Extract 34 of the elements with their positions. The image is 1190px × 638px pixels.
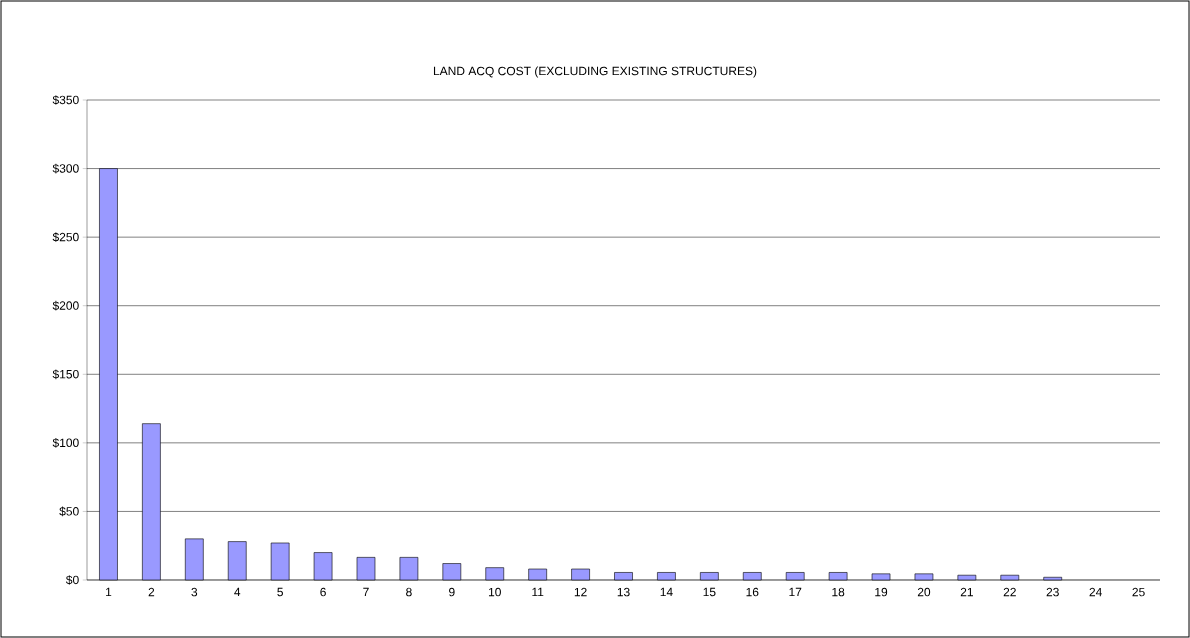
- x-tick-label: 13: [617, 587, 630, 597]
- y-tick-label: $50: [59, 506, 79, 517]
- x-tick-label: 22: [1003, 587, 1016, 597]
- x-tick-label: 5: [277, 587, 283, 597]
- y-tick-label: $200: [52, 300, 79, 311]
- x-tick-label: 8: [406, 587, 412, 597]
- x-tick-label: 24: [1089, 587, 1102, 597]
- x-tick-label: 3: [191, 587, 198, 597]
- y-tick-label: $150: [52, 369, 79, 380]
- x-tick-label: 21: [960, 587, 973, 597]
- x-tick-label: 10: [488, 587, 501, 597]
- y-tick-label: $0: [65, 575, 79, 585]
- x-tick-label: 16: [746, 587, 759, 597]
- x-tick-label: 1: [106, 587, 112, 597]
- y-tick-label: $250: [52, 232, 79, 242]
- x-tick-label: 7: [363, 587, 369, 597]
- x-tick-label: 15: [703, 587, 716, 597]
- x-tick-label: 17: [789, 587, 802, 597]
- x-tick-label: 6: [320, 587, 326, 597]
- x-tick-label: 25: [1132, 587, 1145, 597]
- x-tick-label: 4: [234, 587, 241, 597]
- x-tick-label: 18: [832, 587, 845, 597]
- x-tick-label: 14: [660, 587, 673, 597]
- chart-title: LAND ACQ COST (EXCLUDING EXISTING STRUCTURES): [433, 66, 757, 78]
- y-tick-label: $350: [52, 95, 79, 105]
- x-tick-label: 20: [917, 587, 931, 597]
- x-tick-label: 2: [148, 587, 155, 597]
- x-tick-label: 23: [1046, 587, 1059, 597]
- y-tick-label: $100: [52, 438, 79, 448]
- x-tick-label: 12: [574, 587, 587, 597]
- x-tick-label: 9: [449, 587, 455, 597]
- y-tick-label: $300: [52, 163, 79, 174]
- x-tick-label: 11: [532, 587, 544, 597]
- x-tick-label: 19: [875, 587, 888, 597]
